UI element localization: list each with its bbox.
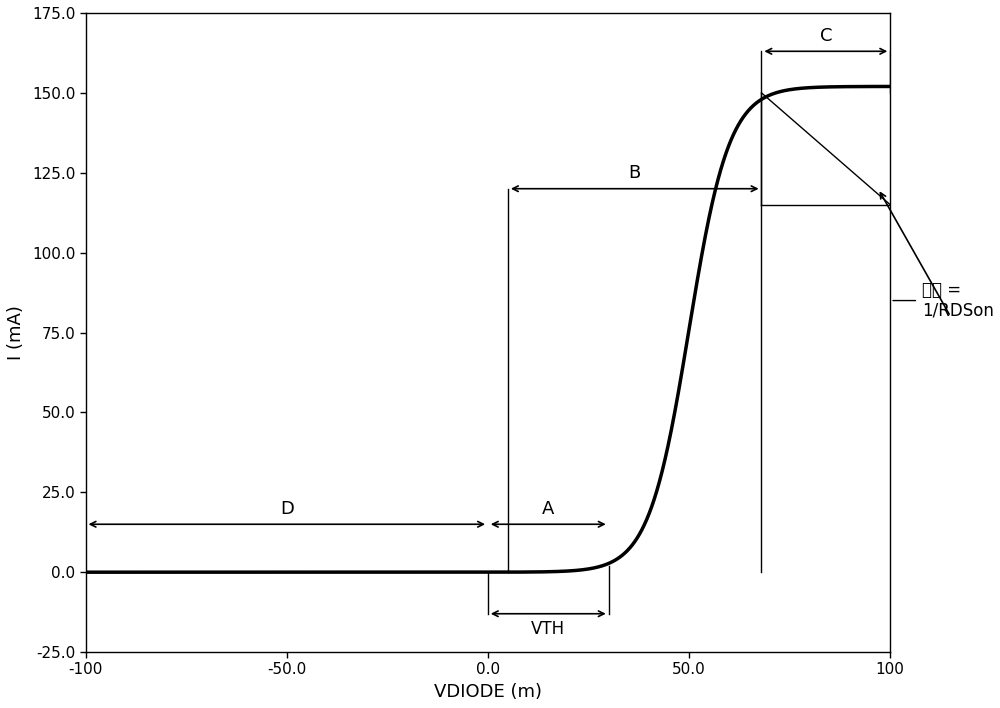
Text: 斜率 =
1/RDSon: 斜率 = 1/RDSon (922, 281, 994, 320)
X-axis label: VDIODE (m): VDIODE (m) (434, 683, 542, 701)
Text: C: C (820, 27, 832, 45)
Text: D: D (280, 500, 294, 518)
Text: B: B (629, 164, 641, 183)
Y-axis label: I (mA): I (mA) (7, 305, 25, 360)
Text: A: A (542, 500, 554, 518)
Text: VTH: VTH (531, 620, 565, 638)
